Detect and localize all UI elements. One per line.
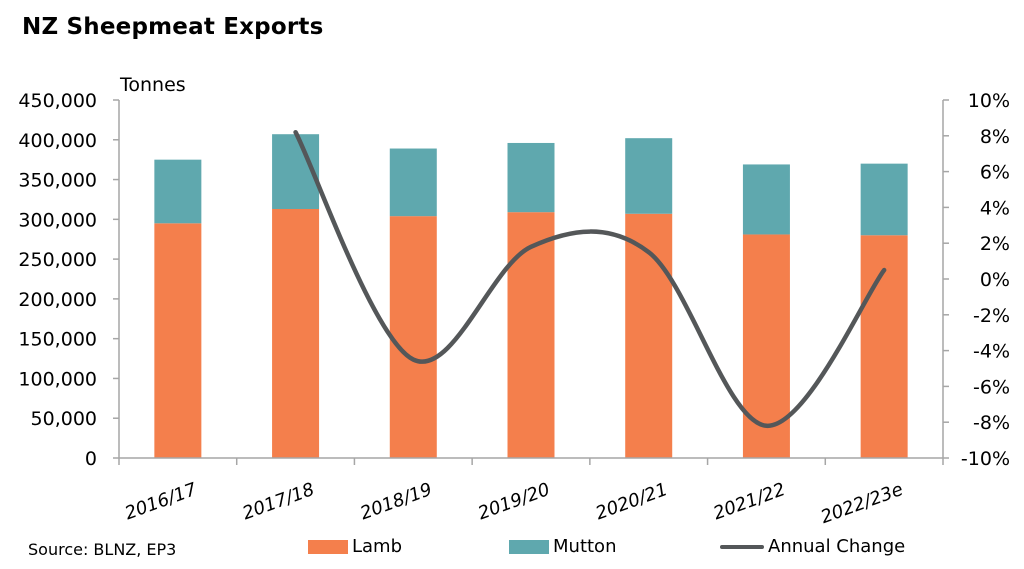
source-note: Source: BLNZ, EP3	[28, 540, 177, 559]
legend-annual-change: Annual Change	[720, 536, 905, 557]
y-tick-label: 300,000	[18, 209, 97, 231]
y2-tick-label: 10%	[968, 90, 1010, 112]
y2-tick-label: -4%	[973, 341, 1010, 363]
y-tick-label: 100,000	[18, 368, 97, 390]
legend-lamb-swatch	[308, 539, 348, 554]
y2-tick-label: 2%	[980, 233, 1010, 255]
legend-mutton: Mutton	[509, 536, 616, 557]
legend-annual-change-swatch	[720, 544, 764, 549]
y2-tick-label: -6%	[973, 376, 1010, 398]
bar-mutton	[742, 164, 790, 235]
bar-lamb	[154, 223, 202, 458]
bar-mutton	[507, 142, 555, 213]
bar-mutton	[154, 159, 202, 224]
bar-mutton	[389, 148, 437, 217]
y-tick-label: 200,000	[18, 289, 97, 311]
legend-lamb-label: Lamb	[352, 536, 403, 557]
bar-lamb	[272, 208, 320, 458]
x-tick-label: 2017/18	[240, 479, 317, 524]
legend-lamb: Lamb	[308, 536, 402, 557]
y-axis-ticks: 0 50,000 100,000 150,000 200,000 250,000 300,0…	[18, 90, 97, 470]
y2-tick-label: 6%	[980, 162, 1010, 184]
legend-mutton-label: Mutton	[553, 536, 617, 557]
y2-tick-label: 4%	[980, 197, 1010, 219]
legend-mutton-swatch	[509, 539, 549, 554]
bar-mutton	[860, 163, 908, 236]
y-tick-label: 250,000	[18, 249, 97, 271]
x-axis-ticks: 2016/17 2017/18 2018/19 2019/20 2020/21 2021/…	[122, 479, 906, 528]
y-tick-label: 50,000	[31, 408, 97, 430]
y2-tick-label: -8%	[973, 412, 1010, 434]
y-tick-label: 150,000	[18, 329, 97, 351]
y2-tick-label: 8%	[980, 126, 1010, 148]
y-tick-label: 400,000	[18, 130, 97, 152]
y-tick-label: 0	[85, 448, 97, 470]
bar-series	[154, 134, 908, 458]
x-tick-label: 2019/20	[475, 479, 552, 524]
bar-mutton	[625, 138, 673, 214]
bar-lamb	[389, 216, 437, 458]
y-axis-label: Tonnes	[119, 74, 186, 96]
y2-tick-label: -2%	[973, 305, 1010, 327]
chart-title: NZ Sheepmeat Exports	[22, 14, 324, 40]
x-tick-label: 2020/21	[593, 479, 670, 524]
y-tick-label: 350,000	[18, 170, 97, 192]
y-tick-label: 450,000	[18, 90, 97, 112]
y2-axis-ticks: -10% -8% -6% -4% -2% 0% 2% 4% 6% 8% 10%	[961, 90, 1010, 470]
legend-annual-change-label: Annual Change	[768, 536, 906, 557]
y2-tick-label: 0%	[980, 269, 1010, 291]
y2-tick-label: -10%	[961, 448, 1010, 470]
x-tick-label: 2016/17	[122, 479, 200, 524]
bar-lamb	[507, 212, 555, 458]
annual-change-line	[293, 129, 887, 429]
x-tick-label: 2022/23e	[818, 479, 906, 528]
axes	[113, 99, 949, 465]
x-tick-label: 2018/19	[358, 479, 435, 524]
x-tick-label: 2021/22	[711, 479, 788, 524]
